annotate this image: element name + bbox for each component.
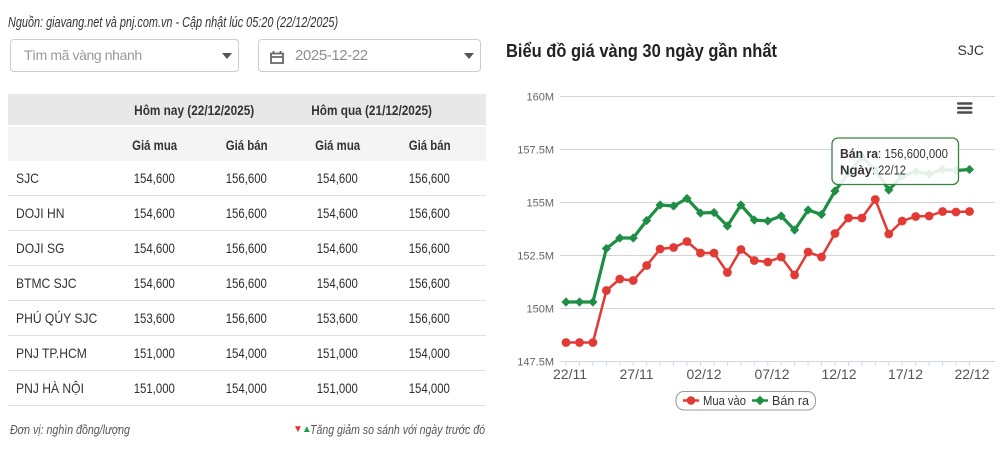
svg-text:SJC: SJC: [958, 42, 984, 58]
svg-text:: 156,600,000: : 156,600,000: [878, 146, 948, 161]
svg-text:07/12: 07/12: [754, 366, 789, 382]
svg-text:Bán ra: Bán ra: [840, 146, 879, 161]
svg-text:22/11: 22/11: [553, 366, 587, 382]
svg-text:: 22/12: : 22/12: [872, 163, 906, 178]
svg-text:Ngày: Ngày: [840, 163, 873, 178]
svg-text:147.5M: 147.5M: [517, 357, 554, 369]
svg-text:17/12: 17/12: [888, 366, 923, 382]
svg-text:160M: 160M: [526, 92, 554, 104]
svg-text:02/12: 02/12: [686, 366, 721, 382]
svg-text:152.5M: 152.5M: [517, 251, 554, 263]
svg-text:27/11: 27/11: [620, 366, 654, 382]
svg-text:150M: 150M: [526, 304, 554, 316]
svg-text:Mua vào: Mua vào: [703, 393, 746, 408]
svg-text:157.5M: 157.5M: [517, 145, 554, 157]
svg-text:22/12: 22/12: [954, 366, 989, 382]
svg-text:Bán ra: Bán ra: [772, 393, 810, 408]
svg-text:155M: 155M: [526, 198, 554, 210]
svg-text:12/12: 12/12: [821, 366, 856, 382]
svg-text:Biểu đồ giá vàng 30 ngày gần n: Biểu đồ giá vàng 30 ngày gần nhất: [506, 41, 777, 61]
